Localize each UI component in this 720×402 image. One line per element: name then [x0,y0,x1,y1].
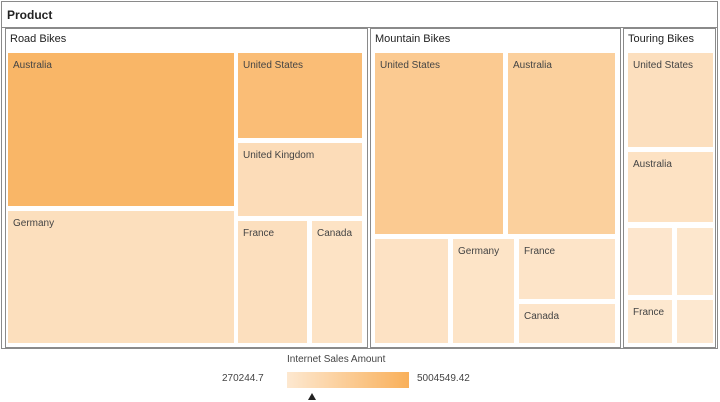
treemap-leaf-label: United Kingdom [243,150,315,161]
treemap-leaf[interactable]: Australia [8,53,234,206]
treemap-leaf[interactable]: France [519,239,615,299]
treemap-leaf-label: United States [633,60,694,71]
treemap-leaf[interactable]: France [628,300,672,343]
treemap-leaf[interactable] [677,300,713,343]
treemap-leaf-label: Australia [513,60,552,71]
treemap-leaf-label: Australia [633,159,672,170]
treemap-leaf[interactable]: United States [375,53,503,234]
treemap-leaf[interactable]: Canada [519,304,615,343]
group-touring-bikes[interactable]: Touring Bikes United States Australia Fran… [623,28,716,348]
treemap-leaf[interactable]: Canada [312,221,362,343]
treemap-leaf[interactable]: United States [628,53,713,147]
treemap-leaf-label: France [243,228,275,239]
treemap-leaf-label: France [633,307,665,318]
treemap-leaf-label: Canada [524,311,560,322]
legend-title: Internet Sales Amount [287,354,386,365]
treemap-leaf-label: Germany [13,218,55,229]
legend-pointer-icon [308,393,316,400]
legend-color-bar [287,372,409,388]
treemap-leaf[interactable]: United Kingdom [238,143,362,216]
group-road-bikes[interactable]: Road Bikes Australia United States United … [5,28,368,348]
treemap-leaf[interactable] [375,239,448,343]
treemap-leaf-label: Germany [458,246,500,257]
legend-max-value: 5004549.42 [417,373,470,384]
treemap-leaf[interactable]: Australia [508,53,615,234]
treemap-leaf-label: Canada [317,228,353,239]
treemap-header: Product [2,2,717,28]
treemap-leaf-label: France [524,246,556,257]
treemap-leaf-label: United States [380,60,441,71]
treemap-leaf[interactable] [628,228,672,295]
treemap-leaf-label: Australia [13,60,52,71]
group-title: Road Bikes [10,33,67,45]
treemap-leaf-label: United States [243,60,304,71]
group-title: Touring Bikes [628,33,695,45]
treemap-leaf[interactable]: Germany [8,211,234,343]
group-title: Mountain Bikes [375,33,451,45]
treemap-leaf[interactable]: Australia [628,152,713,222]
treemap-title: Product [7,8,53,22]
treemap-leaf[interactable]: France [238,221,307,343]
treemap-leaf[interactable] [677,228,713,295]
treemap-leaf[interactable]: United States [238,53,362,138]
group-mountain-bikes[interactable]: Mountain Bikes United States Australia Ger… [370,28,621,348]
treemap-leaf[interactable]: Germany [453,239,514,343]
legend-min-value: 270244.7 [222,373,264,384]
treemap-frame: Product Road Bikes Australia United State… [1,1,718,349]
